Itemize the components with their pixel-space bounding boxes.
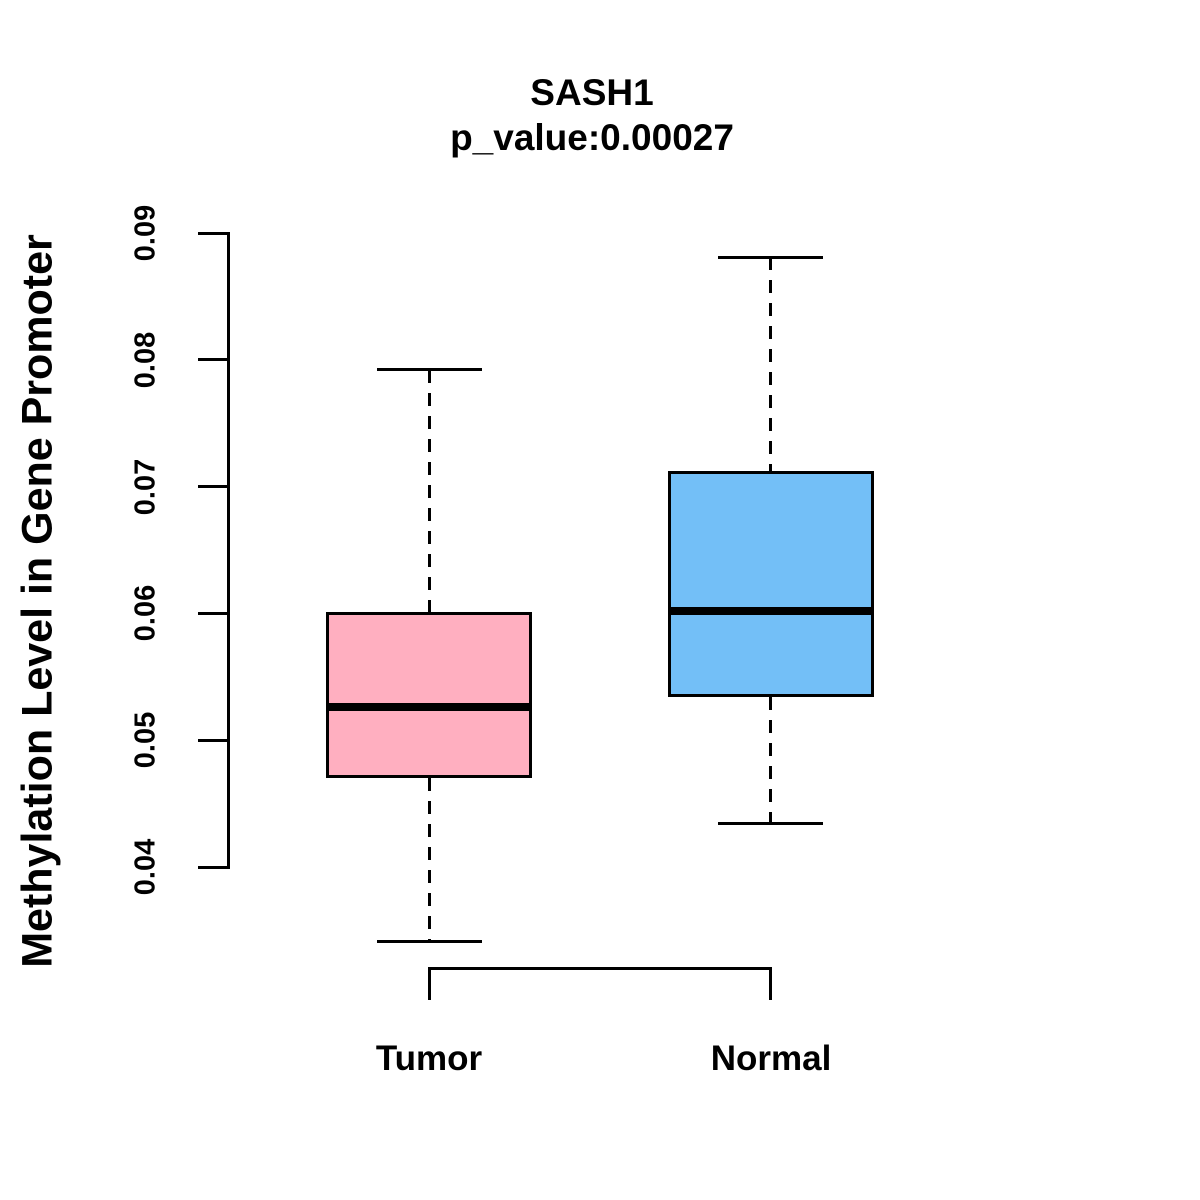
y-axis-tick [198, 738, 227, 742]
x-axis-bracket-tick-left [427, 967, 431, 1000]
x-label-normal: Normal [710, 1039, 832, 1078]
y-axis-tick-label: 0.09 [129, 204, 162, 262]
y-axis-tick [198, 611, 227, 615]
y-axis-tick-label: 0.08 [129, 331, 162, 389]
y-axis-tick [198, 865, 227, 869]
chart-title: SASH1 [530, 72, 654, 113]
box-normal [667, 471, 874, 698]
y-axis-tick [198, 231, 227, 235]
whisker-cap-upper-normal [718, 255, 823, 259]
median-line-normal [667, 606, 874, 615]
x-axis-bracket-tick-right [769, 967, 772, 1000]
whisker-cap-lower-normal [718, 822, 823, 826]
whisker-lower-tumor [427, 778, 431, 942]
x-label-tumor: Tumor [375, 1039, 483, 1078]
y-axis-tick-label: 0.04 [129, 838, 162, 896]
whisker-cap-lower-tumor [376, 940, 482, 944]
y-axis-line [227, 231, 230, 869]
whisker-upper-normal [769, 257, 772, 472]
x-axis-bracket [427, 967, 772, 970]
y-axis-tick-label: 0.06 [129, 585, 162, 642]
box-tumor [326, 612, 532, 779]
whisker-cap-upper-tumor [376, 368, 482, 372]
whisker-lower-normal [769, 697, 772, 824]
y-axis-tick [198, 485, 227, 489]
median-line-tumor [326, 703, 532, 712]
y-axis-tick-label: 0.05 [129, 711, 162, 769]
whisker-upper-tumor [427, 369, 431, 613]
y-axis-tick [198, 358, 227, 362]
chart-subtitle-pvalue: p_value:0.00027 [450, 117, 734, 158]
y-axis-tick-label: 0.07 [129, 458, 162, 515]
